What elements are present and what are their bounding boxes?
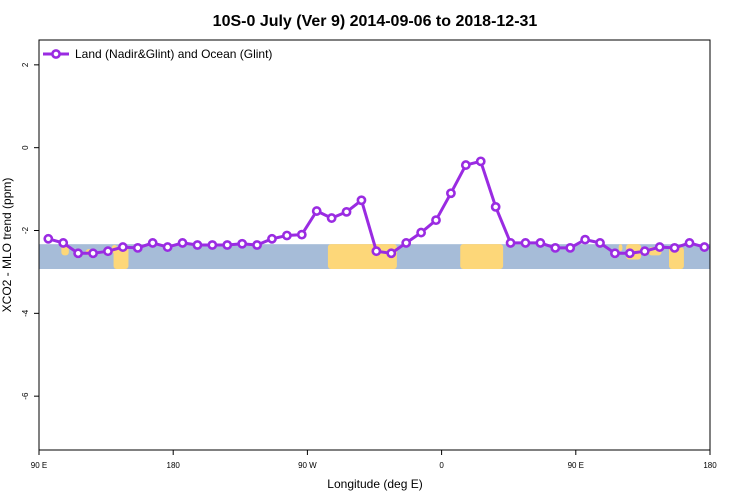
data-point: [132, 242, 143, 253]
data-point: [684, 238, 695, 248]
y-tick-label: 0: [21, 145, 30, 150]
data-point: [356, 195, 367, 206]
data-point: [237, 238, 248, 249]
x-tick-label: 0: [439, 461, 444, 470]
x-tick-label: 180: [167, 461, 181, 470]
x-tick-label: 180: [703, 461, 717, 470]
data-point: [505, 238, 516, 248]
land-region-3: [113, 247, 129, 270]
data-point: [341, 206, 352, 217]
data-point: [58, 238, 69, 248]
x-tick-label: 90 E: [31, 461, 47, 470]
data-point: [103, 246, 113, 257]
data-point: [326, 213, 337, 223]
y-axis-label: XCO2 - MLO trend (ppm): [0, 178, 14, 313]
land-region-6: [618, 244, 623, 252]
data-point: [416, 227, 426, 238]
data-point: [311, 206, 322, 216]
data-point: [639, 246, 650, 257]
data-point: [177, 238, 188, 248]
land-region-4: [327, 244, 397, 270]
data-point: [565, 242, 576, 253]
data-point: [43, 233, 54, 244]
data-point: [580, 234, 591, 245]
data-point: [117, 242, 128, 252]
y-tick-label: -4: [21, 309, 30, 317]
plot-frame: [38, 39, 711, 451]
legend-marker: [51, 49, 61, 59]
data-point: [595, 238, 605, 248]
data-point: [401, 238, 412, 248]
data-point: [475, 156, 486, 167]
legend: Land (Nadir&Glint) and Ocean (Glint): [43, 47, 272, 61]
data-point: [222, 240, 233, 250]
data-point: [207, 240, 218, 250]
data-point: [669, 242, 680, 253]
data-point: [147, 238, 158, 248]
data-point: [460, 160, 471, 170]
data-point: [490, 201, 501, 212]
y-tick-label: 2: [21, 62, 30, 67]
data-point: [252, 240, 262, 250]
data-point: [431, 215, 441, 226]
series-line-0: [47, 159, 705, 255]
data-point: [699, 242, 710, 252]
x-tick-label: 90 E: [568, 461, 584, 470]
data-point: [535, 238, 546, 248]
x-axis-label: Longitude (deg E): [327, 477, 422, 491]
data-point: [610, 248, 620, 259]
data-point: [624, 248, 635, 259]
data-point: [281, 230, 292, 241]
data-point: [296, 229, 307, 240]
x-tick-label: 90 W: [298, 461, 317, 470]
land-region-5: [460, 244, 504, 270]
series-layer: [43, 156, 710, 259]
data-point: [520, 238, 531, 248]
axes: 90 E 180 90 W 0 90 E 180 2 0 -2 -4 -6: [21, 39, 717, 470]
data-point: [654, 242, 665, 252]
chart-title: 10S-0 July (Ver 9) 2014-09-06 to 2018-12…: [213, 13, 538, 30]
y-tick-label: -6: [21, 392, 30, 400]
data-point: [192, 240, 203, 250]
data-point: [73, 248, 84, 259]
data-point: [446, 188, 456, 199]
data-point: [267, 233, 277, 244]
data-point: [386, 248, 397, 259]
land-region-9: [668, 247, 684, 270]
data-point: [550, 242, 561, 253]
data-point: [88, 248, 98, 259]
data-point: [371, 246, 382, 257]
y-tick-label: -2: [21, 226, 30, 234]
data-point: [162, 242, 173, 252]
legend-label: Land (Nadir&Glint) and Ocean (Glint): [75, 47, 272, 61]
